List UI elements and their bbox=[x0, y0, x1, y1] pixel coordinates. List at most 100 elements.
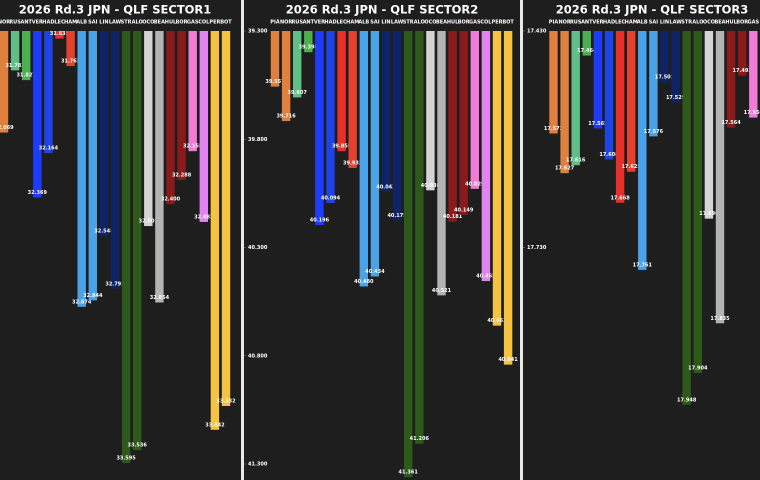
x-tick-label: BOR bbox=[176, 20, 188, 26]
x-tick-label: PIA bbox=[549, 20, 559, 26]
bar bbox=[448, 31, 457, 222]
bar bbox=[715, 31, 725, 324]
value-label: 32.854 bbox=[150, 295, 170, 301]
chart: 2026 Rd.3 JPN - QLF SECTOR1 NOR 32.069 RUS 3… bbox=[0, 3, 236, 463]
divider bbox=[241, 0, 244, 480]
x-tick-label: LEC bbox=[54, 20, 65, 26]
x-tick-label: VER bbox=[32, 20, 43, 26]
x-tick-label: LEC bbox=[336, 20, 347, 26]
value-label: 17.904 bbox=[688, 366, 708, 372]
x-tick-label: GAS bbox=[748, 20, 760, 26]
value-label: 32.288 bbox=[172, 172, 192, 178]
value-label: 33.332 bbox=[216, 398, 236, 404]
value-label: 17.576 bbox=[644, 129, 664, 135]
value-label: 17.835 bbox=[710, 316, 730, 322]
bar bbox=[638, 31, 647, 270]
bar bbox=[315, 31, 324, 225]
x-tick-label: STR bbox=[403, 20, 414, 26]
bar bbox=[293, 31, 302, 98]
value-label: 31.782 bbox=[5, 63, 25, 69]
x-tick-label: LIN bbox=[99, 20, 108, 26]
bar bbox=[77, 31, 86, 307]
y-tick-label: 17.730 bbox=[527, 245, 547, 251]
value-label: 40.661 bbox=[487, 318, 507, 324]
value-label: 17.616 bbox=[566, 158, 586, 164]
x-tick-label: PER bbox=[492, 20, 503, 26]
x-tick-label: ALB bbox=[76, 20, 87, 26]
value-label: 32.482 bbox=[194, 214, 214, 220]
x-tick-label: ANT bbox=[20, 20, 32, 26]
value-label: 40.043 bbox=[376, 184, 396, 190]
x-tick-label: GAS bbox=[187, 20, 199, 26]
value-label: 33.442 bbox=[205, 422, 225, 428]
x-tick-label: BOR bbox=[458, 20, 470, 26]
value-label: 39.716 bbox=[276, 114, 296, 120]
value-label: 17.564 bbox=[721, 120, 741, 126]
bar bbox=[88, 31, 97, 301]
x-tick-label: BOR bbox=[736, 20, 748, 26]
value-label: 40.149 bbox=[454, 207, 474, 213]
bar bbox=[348, 31, 357, 169]
y-tick-label: 17.430 bbox=[527, 29, 547, 35]
value-label: 17.690 bbox=[699, 211, 719, 217]
chart: 2026 Rd.3 JPN - QLF SECTOR3 17.430 17.730 P… bbox=[523, 3, 760, 405]
bar bbox=[221, 31, 231, 406]
bar bbox=[22, 31, 31, 81]
x-tick-label: RUS bbox=[291, 20, 303, 26]
x-tick-label: LIN bbox=[381, 20, 390, 26]
bar bbox=[381, 31, 391, 192]
value-label: 40.036 bbox=[421, 183, 441, 189]
value-label: 40.455 bbox=[476, 274, 496, 280]
value-label: 40.181 bbox=[443, 214, 463, 220]
x-tick-label: SAI bbox=[649, 20, 658, 26]
x-tick-label: OCO bbox=[424, 20, 436, 26]
value-label: 39.607 bbox=[288, 90, 308, 96]
value-label: 41.206 bbox=[410, 436, 430, 442]
chart-title: 2026 Rd.3 JPN - QLF SECTOR3 bbox=[556, 3, 749, 17]
value-label: 17.627 bbox=[555, 166, 575, 172]
value-label: 32.369 bbox=[28, 190, 48, 196]
bar bbox=[649, 31, 658, 137]
value-label: 17.608 bbox=[599, 152, 619, 158]
x-tick-label: SAI bbox=[88, 20, 97, 26]
bar bbox=[326, 31, 335, 203]
bar bbox=[470, 31, 479, 189]
x-tick-label: RUS bbox=[9, 20, 21, 26]
bar bbox=[726, 31, 736, 128]
bar bbox=[10, 31, 20, 71]
bar bbox=[110, 31, 120, 289]
x-tick-label: LAW bbox=[391, 20, 404, 26]
bar bbox=[210, 31, 220, 430]
value-label: 39.855 bbox=[332, 144, 352, 150]
x-tick-label: STR bbox=[121, 20, 132, 26]
bar bbox=[604, 31, 614, 160]
x-tick-label: STR bbox=[681, 20, 692, 26]
value-label: 17.501 bbox=[655, 75, 675, 81]
bar bbox=[392, 31, 402, 221]
bar bbox=[44, 31, 53, 154]
x-tick-label: RUS bbox=[570, 20, 582, 26]
bar bbox=[304, 31, 313, 53]
value-label: 17.565 bbox=[588, 121, 608, 127]
value-label: 17.464 bbox=[577, 48, 597, 54]
x-tick-label: HAM bbox=[64, 20, 77, 26]
bar bbox=[33, 31, 42, 198]
value-label: 40.521 bbox=[432, 288, 452, 294]
x-tick-label: HUL bbox=[725, 20, 737, 26]
bar bbox=[571, 31, 580, 166]
x-tick-label: ALO bbox=[132, 20, 143, 26]
value-label: 32.874 bbox=[72, 299, 92, 305]
bar bbox=[359, 31, 368, 287]
x-tick-label: COL bbox=[198, 20, 210, 26]
bar bbox=[560, 31, 569, 174]
bar bbox=[426, 31, 435, 191]
bar bbox=[704, 31, 714, 219]
bar bbox=[144, 31, 153, 227]
x-tick-label: OCO bbox=[703, 20, 715, 26]
bar bbox=[627, 31, 636, 172]
bar bbox=[281, 31, 291, 122]
x-tick-label: LEC bbox=[615, 20, 626, 26]
value-label: 32.164 bbox=[39, 146, 59, 152]
x-tick-label: HAD bbox=[42, 20, 54, 26]
value-label: 39.933 bbox=[343, 161, 363, 167]
